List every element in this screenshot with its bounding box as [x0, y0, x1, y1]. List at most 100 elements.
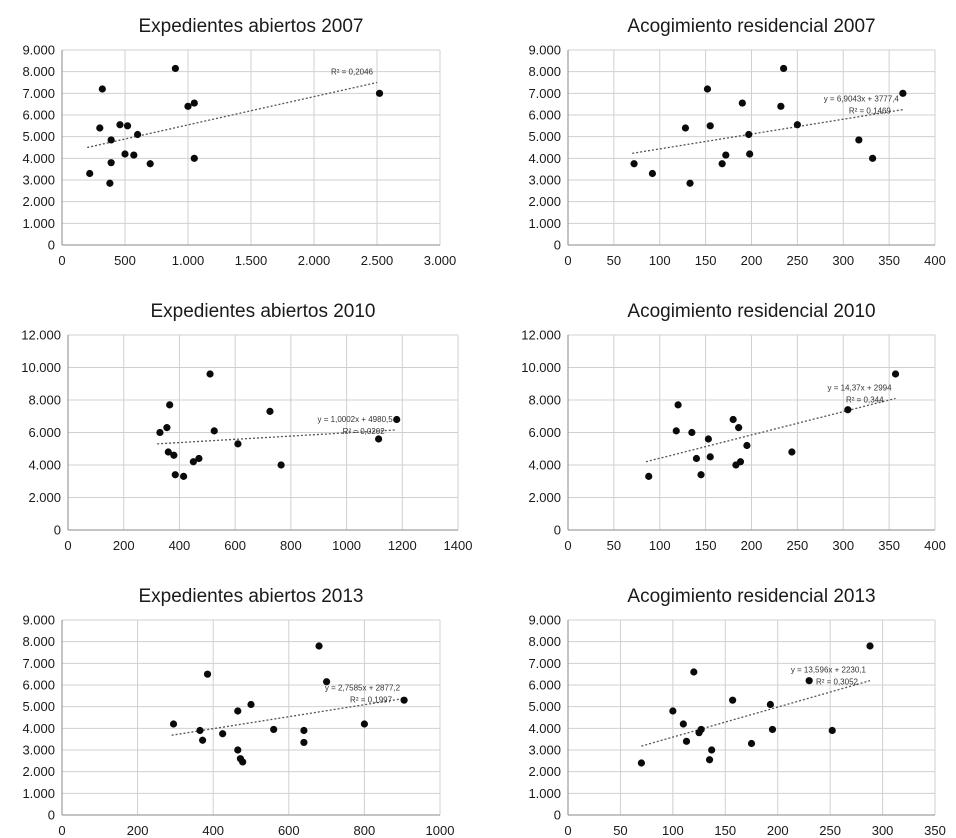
- y-tick-label: 10.000: [521, 360, 561, 375]
- y-tick-label: 9.000: [22, 43, 55, 58]
- data-point: [206, 370, 214, 378]
- data-point: [315, 642, 323, 650]
- y-tick-label: 0: [48, 238, 55, 253]
- y-tick-label: 2.000: [528, 490, 561, 505]
- x-tick-label: 100: [649, 253, 671, 268]
- x-tick-label: 500: [114, 253, 136, 268]
- data-point: [899, 89, 907, 97]
- y-tick-label: 2.000: [22, 194, 55, 209]
- data-point: [805, 677, 813, 685]
- data-point: [134, 130, 142, 139]
- y-tick-label: 8.000: [22, 64, 55, 79]
- y-tick-label: 4.000: [22, 721, 55, 736]
- data-point: [156, 428, 164, 437]
- y-tick-label: 10.000: [21, 360, 61, 375]
- y-tick-label: 4.000: [528, 458, 561, 473]
- chart-title: Acogimiento residencial 2007: [627, 16, 875, 37]
- chart-svg: Acogimiento residencial 2013 0 1.000 2.000 3…: [528, 586, 945, 838]
- x-tick-label: 3.000: [424, 253, 457, 268]
- trendline: [645, 397, 896, 463]
- y-tick-label: 8.000: [22, 634, 55, 649]
- data-point: [722, 151, 730, 159]
- data-point: [277, 461, 285, 469]
- data-point: [195, 454, 203, 463]
- x-tick-label: 2.000: [298, 253, 331, 268]
- chart-title: Expedientes abiertos 2010: [151, 301, 376, 322]
- trend-r2: R² = 0,344: [846, 395, 884, 404]
- data-point: [375, 89, 384, 97]
- data-point: [190, 99, 198, 107]
- panel-5: Expedientes abiertos 2013 0 1.000 2.000 3.00…: [0, 560, 478, 838]
- data-point: [637, 759, 645, 767]
- data-point: [706, 122, 714, 130]
- data-point: [300, 726, 308, 735]
- data-point: [190, 154, 198, 162]
- x-tick-label: 1400: [444, 538, 473, 553]
- y-tick-label: 2.000: [528, 764, 561, 779]
- data-point: [170, 451, 178, 459]
- data-point: [106, 179, 114, 187]
- data-point: [219, 730, 227, 738]
- x-tick-label: 1000: [332, 538, 361, 553]
- x-tick-label: 350: [878, 538, 900, 553]
- data-point: [674, 401, 682, 409]
- data-point: [855, 136, 863, 144]
- y-tick-label: 3.000: [528, 743, 561, 758]
- x-tick-label: 0: [564, 538, 571, 553]
- x-tick-label: 250: [787, 538, 809, 553]
- data-point: [203, 670, 212, 678]
- x-tick-label: 200: [741, 538, 763, 553]
- y-tick-label: 12.000: [21, 328, 61, 343]
- data-point: [788, 448, 796, 456]
- data-point: [171, 64, 179, 73]
- data-point: [166, 401, 174, 409]
- y-tick-label: 0: [554, 808, 561, 823]
- data-point: [692, 454, 701, 463]
- y-tick-label: 1.000: [528, 216, 561, 231]
- data-point: [703, 85, 712, 93]
- x-tick-label: 100: [649, 538, 671, 553]
- data-point: [360, 720, 368, 728]
- panel-2: Acogimiento residencial 2007 0 1.000 2.000 3…: [478, 0, 956, 280]
- x-tick-label: 1000: [426, 823, 455, 838]
- y-tick-label: 2.000: [528, 194, 561, 209]
- data-point: [239, 758, 247, 766]
- x-tick-label: 350: [878, 253, 900, 268]
- data-point: [266, 407, 274, 415]
- data-point: [107, 159, 115, 167]
- chart-svg: Acogimiento residencial 2010 0 2.000 4.000 6…: [521, 301, 946, 553]
- x-tick-label: 200: [113, 538, 135, 553]
- y-tick-label: 9.000: [22, 613, 55, 628]
- data-point: [116, 121, 124, 129]
- x-tick-label: 800: [280, 538, 302, 553]
- y-tick-label: 4.000: [22, 151, 55, 166]
- y-tick-label: 6.000: [528, 425, 561, 440]
- data-point: [746, 150, 754, 158]
- data-point: [180, 472, 188, 480]
- data-point: [400, 696, 408, 704]
- data-point: [210, 427, 218, 435]
- x-tick-label: 2.500: [361, 253, 394, 268]
- y-tick-label: 5.000: [22, 129, 55, 144]
- y-tick-label: 9.000: [528, 43, 561, 58]
- chart-svg: Expedientes abiertos 2013 0 1.000 2.000 3.00…: [22, 586, 455, 838]
- x-tick-label: 250: [787, 253, 809, 268]
- data-point: [705, 756, 714, 764]
- data-point: [828, 726, 836, 735]
- x-tick-label: 1200: [388, 538, 417, 553]
- x-tick-label: 400: [924, 253, 946, 268]
- data-point: [866, 642, 874, 650]
- x-tick-label: 300: [832, 253, 854, 268]
- data-point: [164, 448, 172, 456]
- y-tick-label: 7.000: [528, 86, 561, 101]
- data-point: [708, 746, 716, 754]
- data-point: [729, 696, 737, 704]
- y-tick-label: 6.000: [528, 678, 561, 693]
- x-tick-label: 800: [354, 823, 376, 838]
- trend-equation: y = 1,0002x + 4980,5: [318, 415, 394, 424]
- x-tick-label: 300: [872, 823, 894, 838]
- data-point: [171, 471, 179, 479]
- chart-svg: Expedientes abiertos 2007 0 1.000 2.000 3.00…: [22, 16, 457, 268]
- data-point: [891, 370, 900, 378]
